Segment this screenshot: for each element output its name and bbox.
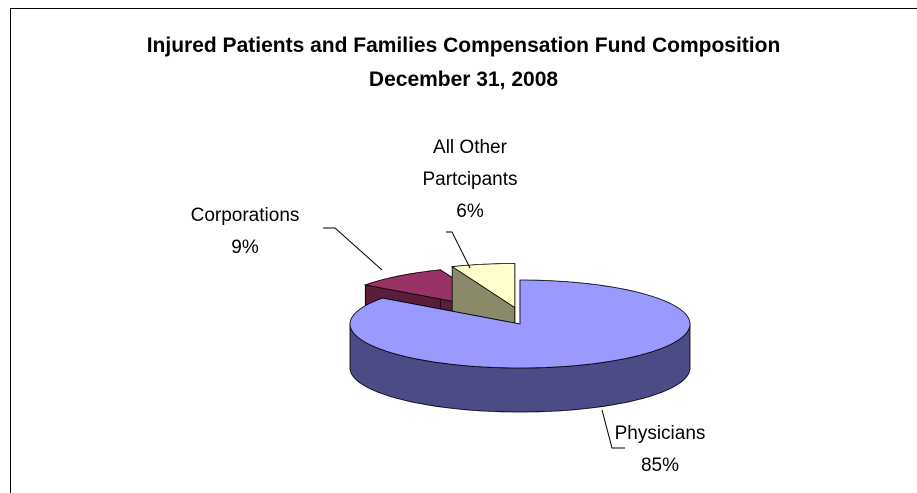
category-label: All Other Partcipants: [422, 137, 518, 190]
slice: [349, 279, 691, 369]
leader-line: [323, 227, 383, 271]
value-label: 9%: [231, 237, 259, 258]
category-label: Corporations: [190, 205, 300, 226]
chart-title: Injured Patients and Families Compensati…: [146, 34, 781, 57]
leader-line: [601, 409, 625, 449]
value-label: 85%: [640, 455, 680, 476]
pie: [349, 263, 691, 413]
chart-frame: [10, 8, 917, 493]
data-label: All Other Partcipants 6%: [400, 132, 540, 228]
data-label: Physicians 85%: [560, 418, 760, 482]
slice: [451, 263, 516, 309]
data-label: Corporations 9%: [160, 200, 330, 264]
value-label: 6%: [456, 201, 484, 222]
category-label: Physicians: [614, 423, 706, 444]
chart-subtitle: December 31, 2008: [368, 68, 559, 91]
leader-line: [446, 231, 471, 269]
